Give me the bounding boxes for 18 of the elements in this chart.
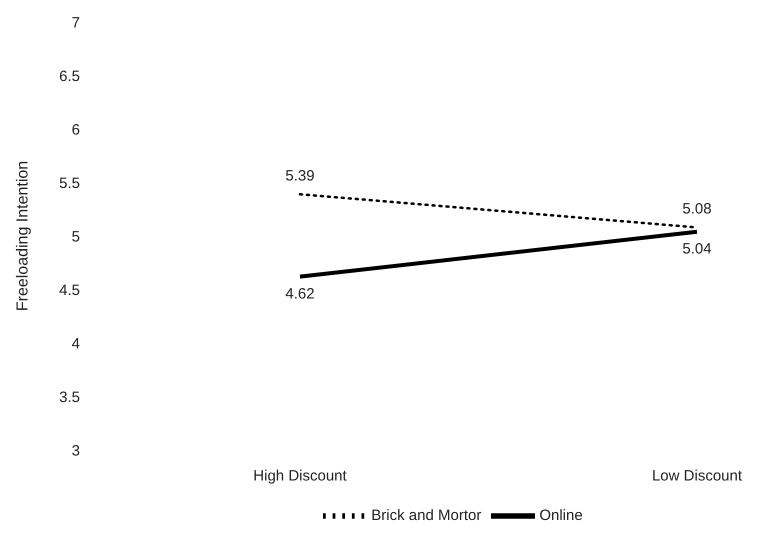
- y-axis-title: Freeloading Intention: [14, 160, 32, 312]
- legend-label: Online: [539, 506, 583, 524]
- y-tick-label: 6: [72, 121, 80, 138]
- y-tick-label: 6.5: [59, 68, 80, 85]
- data-label: 5.08: [682, 200, 712, 218]
- x-tick-label: Low Discount: [652, 468, 743, 485]
- y-tick-label: 5.5: [59, 174, 80, 192]
- y-tick-label: 4: [72, 335, 80, 352]
- y-tick-label: 3: [72, 442, 80, 460]
- data-label: 5.04: [682, 240, 712, 258]
- data-label: 4.62: [285, 286, 315, 303]
- y-tick-label: 4.5: [59, 282, 80, 299]
- legend-label: Brick and Mortor: [371, 506, 482, 524]
- y-tick-label: 3.5: [59, 388, 80, 406]
- y-tick-label: 5: [72, 228, 80, 246]
- data-label: 5.39: [285, 167, 315, 184]
- y-tick-label: 7: [72, 14, 80, 32]
- x-tick-label: High Discount: [253, 468, 348, 485]
